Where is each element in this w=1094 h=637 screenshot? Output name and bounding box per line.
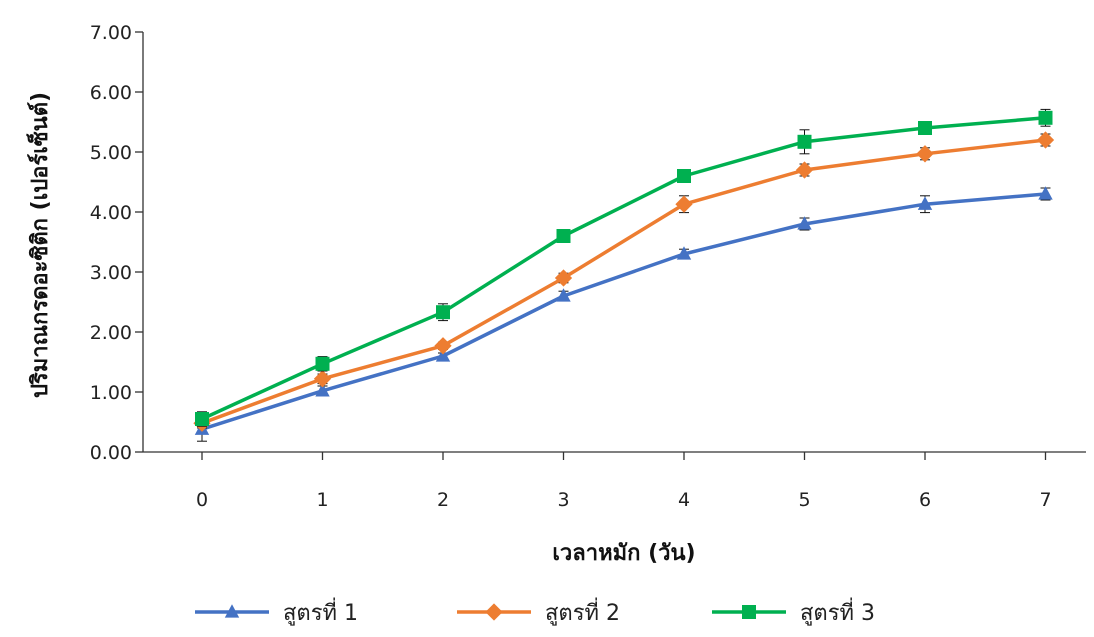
- data-point: [917, 196, 933, 210]
- data-point: [436, 305, 450, 320]
- data-point: [797, 134, 812, 149]
- plot-area: [193, 108, 1055, 442]
- data-point: [676, 246, 692, 260]
- x-tick-label: 2: [437, 489, 449, 511]
- legend-label: สูตรที่ 3: [800, 597, 875, 626]
- series-line: [201, 138, 1046, 425]
- x-axis: 0 1 2 3 4 5 6 7: [143, 451, 1086, 511]
- y-tick-label: 5.00: [90, 142, 132, 164]
- data-point: [556, 288, 571, 302]
- data-point: [916, 145, 934, 163]
- x-tick-label: 6: [919, 489, 931, 511]
- data-point: [554, 269, 573, 287]
- x-tick-label: 7: [1039, 489, 1051, 511]
- data-point: [435, 348, 451, 362]
- data-point: [1036, 131, 1055, 149]
- data-point: [315, 356, 330, 371]
- series-1: [194, 186, 1053, 442]
- y-tick-label: 3.00: [90, 262, 132, 284]
- legend-swatch-marker: [742, 605, 756, 619]
- data-point: [1038, 110, 1053, 125]
- series-3: [195, 108, 1053, 427]
- data-point: [918, 121, 932, 135]
- x-axis-title: เวลาหมัก (วัน): [552, 541, 695, 566]
- data-point: [1038, 186, 1053, 200]
- data-point: [315, 382, 330, 397]
- legend-swatch-marker: [224, 604, 240, 618]
- data-point: [675, 195, 693, 213]
- series-line: [201, 192, 1046, 431]
- y-tick-label: 2.00: [90, 322, 132, 344]
- legend-item-3: สูตรที่ 3: [712, 597, 875, 626]
- data-point: [313, 370, 332, 388]
- series-2: [193, 131, 1055, 432]
- x-tick-label: 3: [557, 489, 569, 511]
- series-line: [201, 116, 1046, 421]
- y-axis-title: ปริมาณกรดอะซิติก (เปอร์เซ็นต์): [25, 92, 53, 398]
- y-tick-label: 7.00: [90, 22, 132, 44]
- legend-label: สูตรที่ 1: [283, 597, 358, 626]
- legend-item-1: สูตรที่ 1: [195, 597, 358, 626]
- data-point: [795, 161, 814, 179]
- x-tick-label: 5: [798, 489, 810, 511]
- y-tick-label: 4.00: [90, 202, 132, 224]
- y-axis: 0.00 1.00 2.00 3.00 4.00 5.00 6.00 7.00: [90, 22, 144, 464]
- data-point: [797, 216, 812, 230]
- y-tick-label: 0.00: [90, 442, 132, 464]
- legend-label: สูตรที่ 2: [545, 597, 620, 626]
- y-tick-label: 6.00: [90, 82, 132, 104]
- data-point: [556, 229, 571, 243]
- legend-item-2: สูตรที่ 2: [457, 597, 620, 626]
- data-point: [195, 412, 209, 426]
- data-point: [677, 169, 691, 183]
- x-tick-label: 0: [196, 489, 208, 511]
- data-point: [434, 337, 452, 355]
- y-tick-label: 1.00: [90, 382, 132, 404]
- legend-swatch-marker: [485, 603, 503, 621]
- x-tick-label: 1: [316, 489, 328, 511]
- legend: สูตรที่ 1 สูตรที่ 2 สูตรที่ 3: [195, 597, 875, 626]
- x-tick-label: 4: [678, 489, 690, 511]
